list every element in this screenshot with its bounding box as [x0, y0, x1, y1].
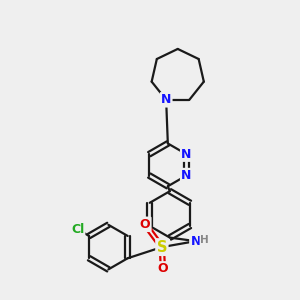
Text: H: H [200, 235, 209, 245]
Text: N: N [181, 148, 192, 161]
Text: S: S [157, 240, 167, 255]
Text: Cl: Cl [71, 223, 84, 236]
Text: O: O [140, 218, 150, 231]
Text: N: N [181, 169, 192, 182]
Text: N: N [161, 93, 171, 106]
Text: N: N [190, 235, 201, 248]
Text: O: O [158, 262, 168, 275]
